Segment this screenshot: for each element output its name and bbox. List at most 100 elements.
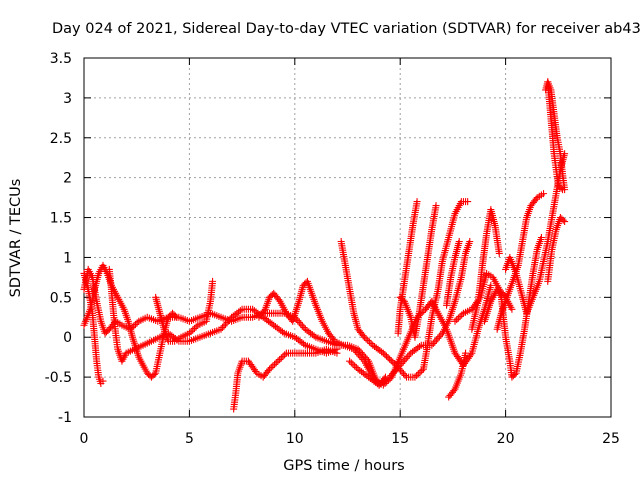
data-point (450, 387, 458, 395)
data-point (229, 312, 237, 320)
data-point (225, 317, 233, 325)
x-tick-label: 25 (602, 431, 620, 447)
data-point (357, 354, 365, 362)
data-point (296, 337, 304, 345)
data-point (379, 349, 387, 357)
data-point (387, 357, 395, 365)
y-tick-label: 2 (63, 171, 72, 187)
data-point (458, 311, 466, 319)
data-point (168, 332, 176, 340)
data-point (275, 325, 283, 333)
x-tick-label: 10 (286, 431, 304, 447)
data-point (217, 325, 225, 333)
y-axis-label: SDTVAR / TECUs (8, 179, 24, 298)
data-point (222, 320, 230, 328)
data-point (372, 344, 380, 352)
data-point (437, 331, 445, 339)
data-point (351, 362, 359, 370)
data-point (268, 320, 276, 328)
data-point (399, 358, 407, 366)
data-point (561, 218, 569, 226)
data-point (382, 352, 390, 360)
data-point (281, 351, 289, 359)
data-point (249, 305, 257, 313)
data-point (435, 333, 443, 341)
data-point (235, 308, 243, 316)
data-point (455, 237, 463, 245)
data-point (266, 319, 274, 327)
series-track-m (443, 237, 463, 309)
data-point (559, 216, 567, 224)
data-point (307, 329, 315, 337)
data-point (252, 308, 260, 316)
y-tick-label: 0.5 (50, 290, 72, 306)
data-point (209, 277, 217, 285)
data-point (374, 345, 382, 353)
data-point (354, 350, 362, 358)
data-point (294, 317, 302, 325)
data-point (464, 198, 472, 206)
data-point (349, 360, 357, 368)
data-point (185, 329, 193, 337)
data-point (372, 378, 380, 386)
data-point (279, 352, 287, 360)
axis-ticks: -1 -0.5 0 0.5 1 1.5 2 2.5 3 3.5 0 5 10 15 20 25 (45, 51, 620, 447)
data-point (532, 195, 540, 203)
data-point (250, 307, 258, 315)
data-point (418, 367, 426, 375)
data-point (233, 309, 241, 317)
data-point (333, 349, 341, 357)
data-point (236, 307, 244, 315)
data-point (219, 324, 227, 332)
data-point (310, 332, 318, 340)
data-point (432, 202, 440, 210)
data-point (297, 320, 305, 328)
data-point (300, 340, 308, 348)
data-point (413, 198, 421, 206)
series-track-i (346, 237, 474, 389)
data-point (133, 319, 141, 327)
data-point (377, 380, 385, 388)
data-point (364, 336, 372, 344)
data-point (540, 190, 548, 198)
y-tick-label: -0.5 (45, 370, 72, 386)
data-point (347, 359, 355, 367)
x-tick-label: 0 (80, 431, 89, 447)
data-point (226, 315, 234, 323)
data-point (252, 367, 260, 375)
data-point (416, 368, 424, 376)
data-point (375, 381, 383, 389)
data-point (401, 371, 409, 379)
series-track-l (419, 198, 472, 373)
data-point (380, 377, 388, 385)
data-point (271, 360, 279, 368)
x-axis-label: GPS time / hours (283, 458, 404, 474)
data-point (266, 365, 274, 373)
data-point (228, 313, 236, 321)
series-track-p (468, 206, 503, 333)
data-point (293, 335, 301, 343)
data-point (402, 354, 410, 362)
data-point (352, 364, 360, 372)
data-point (301, 325, 309, 333)
data-point (350, 345, 358, 353)
data-point (432, 336, 440, 344)
data-point (359, 355, 367, 363)
data-point (371, 343, 379, 351)
data-point (303, 327, 311, 335)
data-point (362, 335, 370, 343)
data-point (390, 368, 398, 376)
data-point (408, 348, 416, 356)
series-track-f (230, 345, 341, 413)
data-point (431, 338, 439, 346)
x-tick-label: 5 (185, 431, 194, 447)
data-point (359, 332, 367, 340)
y-tick-label: 1 (63, 250, 72, 266)
data-point (368, 376, 376, 384)
y-tick-label: -1 (58, 410, 72, 426)
data-point (384, 374, 392, 382)
data-point (298, 322, 306, 330)
data-point (453, 316, 461, 324)
series-track-h (337, 237, 427, 381)
